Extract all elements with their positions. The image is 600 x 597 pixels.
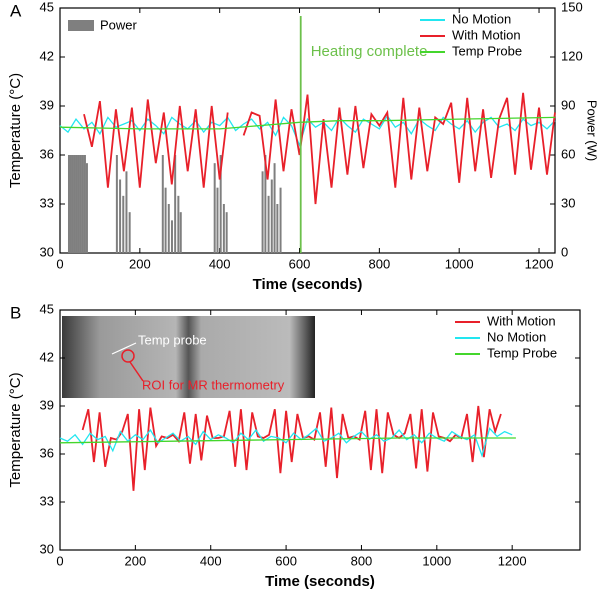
power-bar [77, 155, 80, 253]
annotation-text: Heating complete [311, 43, 428, 60]
legend-swatch [68, 20, 94, 31]
power-bar [85, 163, 88, 253]
power-bar [128, 212, 131, 253]
plot-frame [59, 309, 581, 551]
power-bar [170, 220, 173, 253]
power-bar [270, 179, 273, 253]
roi-arrow [129, 361, 144, 382]
roi-marker [121, 349, 135, 363]
power-bar [71, 155, 74, 253]
legend-label: Temp Probe [487, 345, 557, 360]
y2-tick-label: 120 [561, 48, 583, 63]
power-bar [75, 155, 78, 253]
x-tick-label: 600 [275, 553, 297, 568]
legend-label: With Motion [452, 27, 521, 42]
power-bar [67, 155, 70, 253]
power-bar [213, 163, 216, 253]
series-line [59, 114, 556, 148]
legend-label: Power [100, 17, 138, 32]
x-tick-label: 400 [200, 553, 222, 568]
y-axis-title: Temperature (°C) [7, 372, 24, 487]
power-bar [177, 195, 180, 253]
y2-tick-label: 30 [561, 195, 575, 210]
x-tick-label: 0 [56, 256, 63, 271]
y2-tick-label: 0 [561, 244, 568, 259]
power-bar [125, 171, 128, 253]
power-bar [222, 204, 225, 253]
y-tick-label: 42 [40, 349, 54, 364]
power-bar [179, 212, 182, 253]
power-bar [264, 155, 267, 253]
inset-arrow [111, 342, 137, 355]
power-bar [276, 204, 279, 253]
y-tick-label: 30 [40, 244, 54, 259]
x-axis-title: Time (seconds) [265, 573, 375, 590]
x-tick-label: 200 [129, 256, 151, 271]
power-bar [161, 155, 164, 253]
panel-label: A [10, 1, 22, 20]
y-tick-label: 36 [40, 146, 54, 161]
power-bar [261, 171, 264, 253]
panel-label: B [10, 303, 21, 322]
plot-frame [59, 7, 556, 254]
power-bar [115, 155, 118, 253]
y-tick-label: 45 [40, 301, 54, 316]
power-bar [174, 155, 177, 253]
y2-tick-label: 90 [561, 97, 575, 112]
x-tick-label: 1200 [498, 553, 527, 568]
x-axis-title: Time (seconds) [253, 276, 363, 293]
series-line [59, 437, 516, 444]
x-tick-label: 1000 [445, 256, 474, 271]
legend-label: No Motion [487, 329, 546, 344]
x-tick-label: 200 [125, 553, 147, 568]
x-tick-label: 0 [56, 553, 63, 568]
y2-axis-title: Power (W) [585, 100, 600, 161]
x-tick-label: 1200 [525, 256, 554, 271]
legend-label: Temp Probe [452, 43, 522, 58]
y2-tick-label: 60 [561, 146, 575, 161]
power-bar [219, 155, 222, 253]
x-tick-label: 1000 [422, 553, 451, 568]
y-tick-label: 39 [40, 397, 54, 412]
power-bar [69, 155, 72, 253]
series-line [83, 92, 556, 205]
series-line [81, 405, 502, 491]
legend-label: No Motion [452, 11, 511, 26]
power-bar [279, 187, 282, 253]
power-bar [216, 187, 219, 253]
y-tick-label: 39 [40, 97, 54, 112]
y-tick-label: 42 [40, 48, 54, 63]
series-line [59, 116, 556, 130]
inset-label: Temp probe [138, 332, 207, 347]
power-bar [81, 155, 84, 253]
y-axis-title: Temperature (°C) [7, 73, 24, 188]
y-tick-label: 45 [40, 0, 54, 14]
x-tick-label: 400 [209, 256, 231, 271]
power-bar [83, 155, 86, 253]
y-tick-label: 36 [40, 445, 54, 460]
y-tick-label: 33 [40, 493, 54, 508]
y2-tick-label: 150 [561, 0, 583, 14]
power-bar [79, 155, 82, 253]
power-bar [225, 212, 228, 253]
y-tick-label: 33 [40, 195, 54, 210]
inset-label: ROI for MR thermometry [142, 377, 285, 392]
legend-label: With Motion [487, 313, 556, 328]
power-bar [164, 187, 167, 253]
power-bar [273, 163, 276, 253]
x-tick-label: 800 [351, 553, 373, 568]
power-bar [119, 179, 122, 253]
power-bar [167, 204, 170, 253]
inset-image [62, 316, 315, 398]
y-tick-label: 30 [40, 541, 54, 556]
power-bar [122, 195, 125, 253]
x-tick-label: 800 [369, 256, 391, 271]
x-tick-label: 600 [289, 256, 311, 271]
power-bar [73, 155, 76, 253]
power-bar [267, 195, 270, 253]
